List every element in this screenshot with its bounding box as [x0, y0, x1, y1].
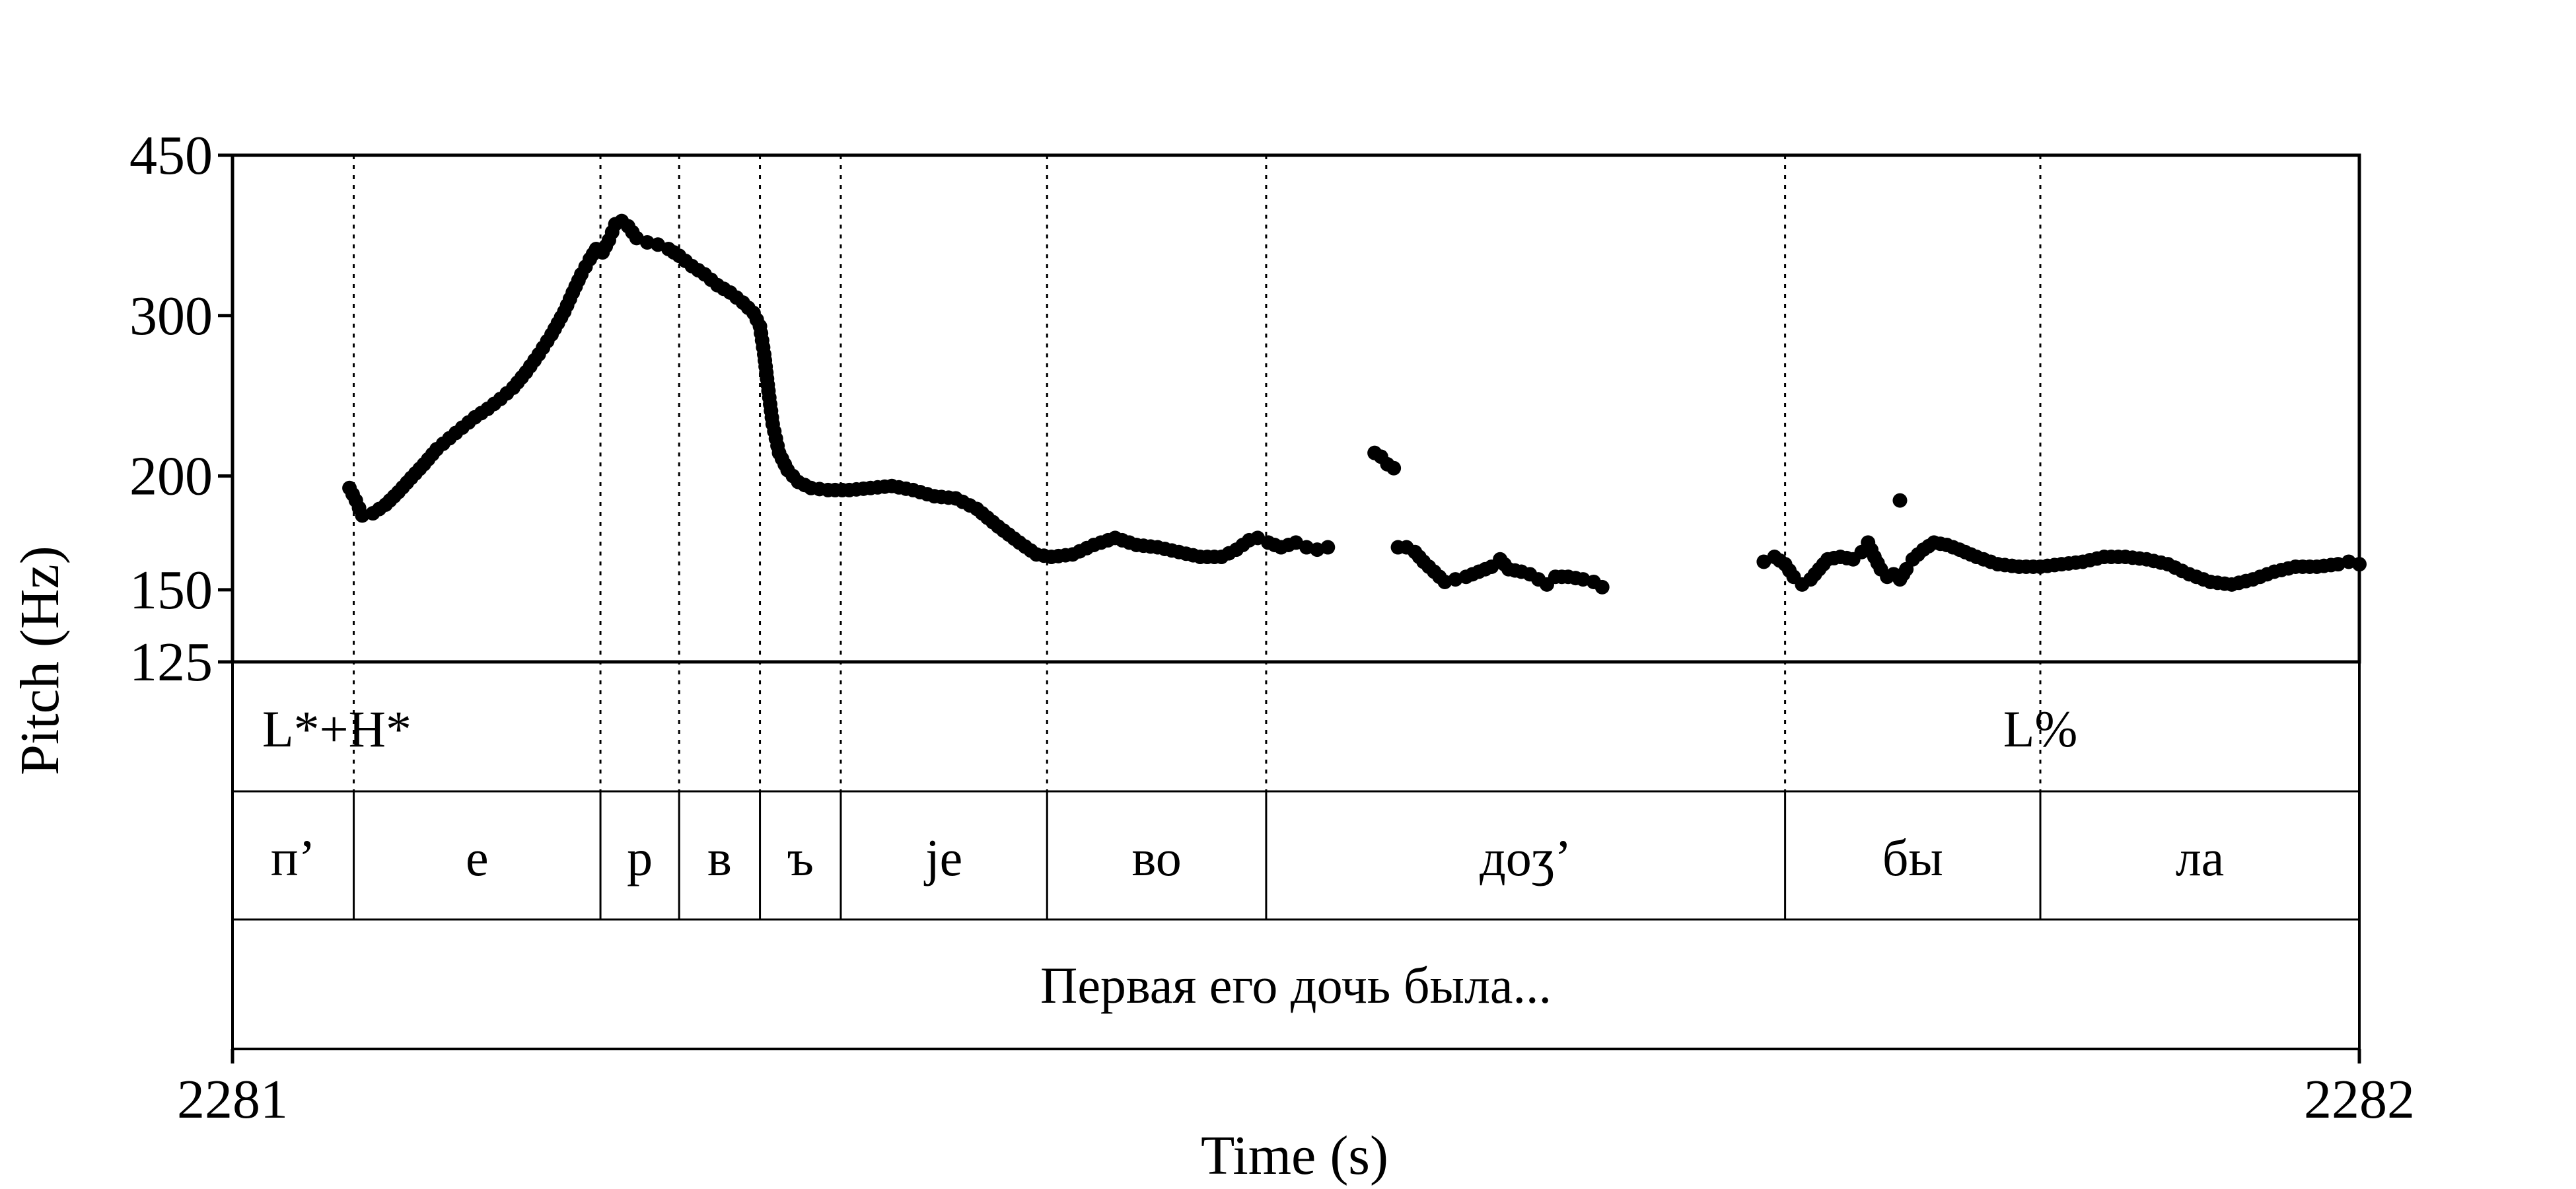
phone-label-8: бы	[1882, 829, 1943, 886]
phone-label-4: ъ	[787, 829, 814, 886]
x-tick-label-1: 2282	[2304, 1069, 2415, 1130]
pitch-point-215	[1595, 580, 1610, 594]
pitch-point-185	[1386, 461, 1401, 476]
pitch-plot-frame	[233, 155, 2359, 662]
phone-label-7: доʒ’	[1480, 829, 1571, 886]
y-tick-label-2: 200	[129, 446, 213, 507]
tone-label-0: L*+H*	[262, 700, 411, 758]
phone-label-3: в	[707, 829, 732, 886]
axes: Time (s) Pitch (Hz) 450 300 200 150 125 2281 2…	[9, 125, 2415, 1186]
y-tick-label-3: 150	[129, 559, 213, 621]
tone-label-1: L%	[2003, 700, 2078, 758]
x-tick-label-0: 2281	[177, 1069, 288, 1130]
x-axis-title: Time (s)	[1201, 1125, 1388, 1186]
y-axis-title: Pitch (Hz)	[9, 546, 71, 775]
phone-label-0: п’	[271, 829, 316, 886]
y-tick-label-1: 300	[129, 285, 213, 347]
pitch-point-308	[1892, 493, 1907, 508]
sentence-label-0: Первая его дочь была...	[1040, 956, 1552, 1014]
phone-label-9: ла	[2176, 829, 2225, 886]
phone-label-5: je	[923, 829, 962, 886]
y-tick-label-4: 125	[129, 631, 213, 693]
pitch-points	[342, 214, 2367, 594]
annotation-tiers: L*+H* L% п’ е р в ъ je во доʒ’ бы ла Первая его дочь…	[262, 700, 2224, 1014]
phone-label-2: р	[627, 829, 653, 886]
pitch-point-181	[1320, 540, 1335, 555]
y-tick-label-0: 450	[129, 125, 213, 186]
phone-label-6: во	[1131, 829, 1181, 886]
phone-label-1: е	[466, 829, 489, 886]
